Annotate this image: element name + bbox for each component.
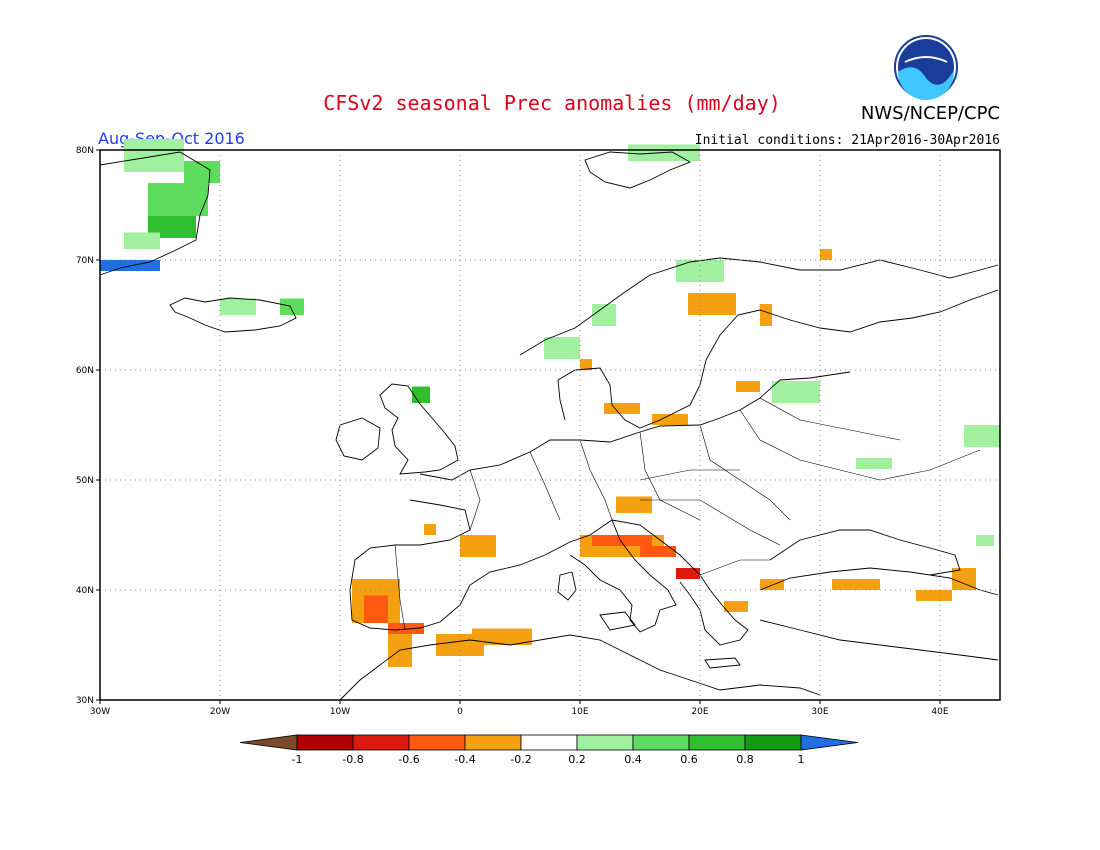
x-tick-label: 0 [457, 707, 463, 717]
colorbar-label: 1 [798, 753, 805, 766]
anomaly-cell [688, 293, 736, 315]
colorbar-bin [296, 734, 354, 751]
colorbar-label: 0.2 [568, 753, 586, 766]
x-tick-label: 10E [571, 707, 588, 717]
anomaly-cell [604, 403, 640, 414]
colorbar-label: -0.4 [454, 753, 475, 766]
colorbar-bin [408, 734, 466, 751]
map-border [99, 149, 1001, 701]
colorbar-label: -0.8 [342, 753, 363, 766]
anomaly-cell [184, 161, 220, 183]
colorbar-bin [464, 734, 522, 751]
anomaly-cell [724, 601, 748, 612]
black-sea-coast [769, 529, 961, 576]
colorbar-low-arrow [239, 734, 298, 751]
x-tick-label: 20W [210, 707, 230, 717]
y-tick-label: 80N [76, 146, 94, 156]
colorbar-label: -0.2 [510, 753, 531, 766]
anomaly-cell [124, 232, 160, 249]
colorbar-label: -0.6 [398, 753, 419, 766]
anomaly-cell [388, 623, 424, 634]
anomaly-cell [760, 579, 784, 590]
agency-label: NWS/NCEP/CPC [861, 103, 1000, 124]
axis-ticks: 30W 20W 10W 0 10E 20E 30E 40E 30N 40N 50N 60N 70N 80N [76, 146, 949, 717]
anomaly-cell [976, 535, 994, 546]
ireland-coast [335, 417, 381, 461]
colorbar-bin [744, 734, 802, 751]
y-tick-label: 50N [76, 476, 94, 486]
anomaly-cell [280, 298, 304, 315]
anomaly-cell [640, 546, 676, 557]
anomaly-cell [652, 414, 688, 425]
y-tick-label: 30N [76, 696, 94, 706]
anomaly-cell [460, 535, 496, 557]
anomaly-cell [580, 359, 592, 370]
anomaly-cell [124, 139, 184, 172]
anomaly-cell [952, 568, 976, 590]
coastlines [99, 151, 999, 701]
anomaly-cell [148, 183, 208, 216]
anomaly-cell [916, 590, 952, 601]
colorbar-label: 0.8 [736, 753, 754, 766]
anomaly-cell [544, 337, 580, 359]
colorbar-label: 0.4 [624, 753, 642, 766]
chart-title: CFSv2 seasonal Prec anomalies (mm/day) [323, 91, 781, 115]
colorbar-bin [632, 734, 690, 751]
anomaly-cell [100, 260, 160, 271]
x-tick-label: 10W [330, 707, 350, 717]
italy-coast [544, 519, 677, 633]
anomaly-cell [220, 298, 256, 315]
x-tick-label: 20E [691, 707, 708, 717]
anomaly-cell [592, 535, 652, 546]
balkan-coast [611, 519, 749, 646]
anomaly-cell [616, 496, 652, 513]
anomaly-cell [772, 381, 820, 403]
anomaly-cell [820, 249, 832, 260]
iceland-coast [169, 297, 297, 333]
colorbar: -1 -0.8 -0.6 -0.4 -0.2 0.2 0.4 0.6 0.8 1 [239, 734, 859, 766]
colorbar-label: -1 [292, 753, 303, 766]
colorbar-bin [576, 734, 634, 751]
sardinia-coast [557, 571, 577, 601]
anomaly-cell [412, 386, 430, 403]
colorbar-bin [520, 734, 578, 751]
greenland-coast [99, 151, 211, 276]
map-area: 30W 20W 10W 0 10E 20E 30E 40E 30N 40N 50N 60N 70N 80N [76, 139, 1001, 717]
svalbard-coast [584, 151, 692, 189]
sicily-coast [599, 611, 636, 631]
biscay-coast [349, 499, 546, 631]
anomaly-cell [364, 595, 388, 623]
colorbar-bin [352, 734, 410, 751]
anomaly-cell [856, 458, 892, 469]
y-tick-label: 40N [76, 586, 94, 596]
anomaly-cells [100, 139, 1000, 667]
anomaly-cell [964, 425, 1000, 447]
initial-conditions-label: Initial conditions: 21Apr2016-30Apr2016 [695, 133, 1000, 148]
britain-coast [379, 383, 459, 475]
anomaly-cell [760, 304, 772, 326]
noaa-logo-icon [894, 35, 958, 100]
colorbar-high-arrow [800, 734, 859, 751]
crete-coast [704, 657, 741, 669]
y-tick-label: 60N [76, 366, 94, 376]
x-tick-label: 40E [931, 707, 948, 717]
turkey-coast [759, 567, 999, 661]
x-tick-label: 30E [811, 707, 828, 717]
anomaly-cell [592, 304, 616, 326]
anomaly-cell [424, 524, 436, 535]
anomaly-cell [676, 568, 700, 579]
anomaly-cell [832, 579, 880, 590]
anomaly-cell [472, 628, 532, 645]
grid-lines [100, 150, 1000, 700]
north-africa-coast [339, 634, 821, 701]
colorbar-label: 0.6 [680, 753, 698, 766]
x-tick-label: 30W [90, 707, 110, 717]
colorbar-bin [688, 734, 746, 751]
y-tick-label: 70N [76, 256, 94, 266]
anomaly-cell [736, 381, 760, 392]
